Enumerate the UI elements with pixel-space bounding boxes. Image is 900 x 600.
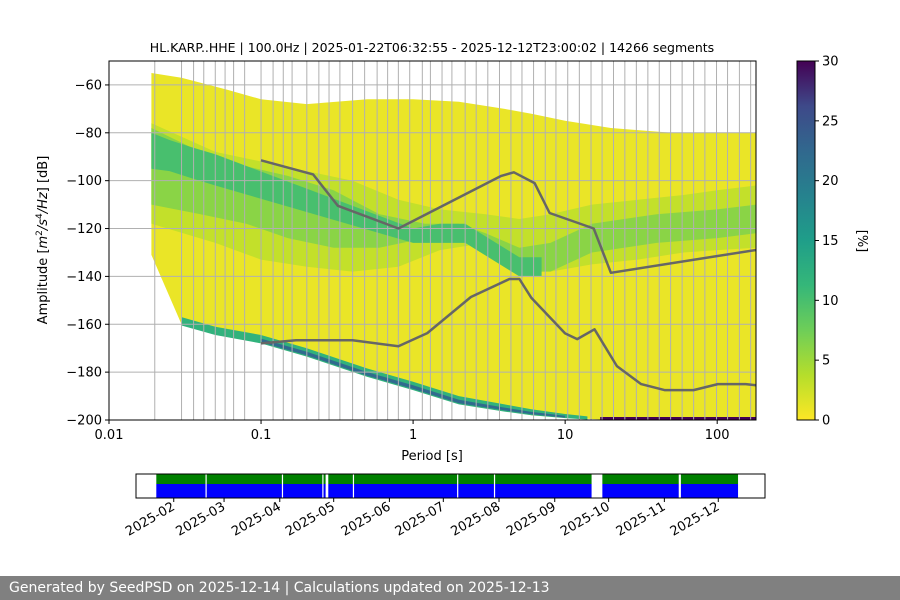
colorbar-tick-label: 20 <box>822 174 839 189</box>
x-tick-label: 1 <box>409 428 417 443</box>
period-grid-lines <box>154 61 752 420</box>
colorbar-tick-label: 10 <box>822 294 839 309</box>
timeline-month-label: 2025-11 <box>614 499 669 539</box>
density-floor <box>600 417 756 420</box>
timeline-frame <box>135 473 766 499</box>
chart-title: HL.KARP..HHE | 100.0Hz | 2025-01-22T06:3… <box>150 40 714 55</box>
timeline-month-label: 2025-10 <box>558 499 613 539</box>
coverage-bars <box>156 474 739 498</box>
y-tick-label: −120 <box>66 222 102 237</box>
y-tick-label: −160 <box>66 318 102 333</box>
x-tick-label: 10 <box>557 428 574 443</box>
y-tick-label: −80 <box>75 126 102 141</box>
x-tick-label: 0.01 <box>95 428 124 443</box>
x-tick-label: 100 <box>705 428 730 443</box>
colorbar-tick-label: 25 <box>822 114 839 129</box>
coverage-lower <box>680 484 739 498</box>
coverage-upper <box>602 474 679 484</box>
density-band <box>151 128 756 272</box>
timeline-month-label: 2025-04 <box>229 499 284 539</box>
colorbar-tick-label: 30 <box>822 55 839 70</box>
coverage-lower <box>328 484 592 498</box>
x-axis-ticks: 0.01 0.1 1 10 100 <box>95 420 730 443</box>
timeline-month-label: 2025-12 <box>668 499 723 539</box>
colorbar-ticks: 0 5 10 15 20 25 30 <box>815 55 839 429</box>
x-tick-label: 0.1 <box>251 428 272 443</box>
y-axis-ticks: −60 −80 −100 −120 −140 −160 −180 −200 <box>66 78 109 429</box>
colorbar-gradient <box>796 60 816 421</box>
coverage-upper <box>680 474 739 484</box>
colorbar: 0 5 10 15 20 25 30 [%] <box>796 55 869 429</box>
coverage-upper <box>328 474 592 484</box>
footer-status: Generated by SeedPSD on 2025-12-14 | Cal… <box>0 576 900 600</box>
timeline-month-label: 2025-07 <box>393 499 448 539</box>
timeline-month-label: 2025-05 <box>283 499 338 539</box>
y-tick-label: −60 <box>75 78 102 93</box>
y-tick-label: −100 <box>66 174 102 189</box>
noise-model-curves <box>260 159 756 392</box>
nlnm-curve <box>260 277 756 392</box>
timeline-month-label: 2025-06 <box>339 499 394 539</box>
density-band <box>151 132 542 277</box>
y-axis-label: Amplitude [m2/s4/Hz] [dB] <box>35 156 51 325</box>
timeline-month-label: 2025-03 <box>174 499 229 539</box>
coverage-lower <box>602 484 679 498</box>
timeline-month-label: 2025-08 <box>448 499 503 539</box>
timeline-month-label: 2025-02 <box>123 499 178 539</box>
plot-frame <box>108 60 757 421</box>
x-axis-label: Period [s] <box>401 449 463 464</box>
colorbar-tick-label: 5 <box>822 354 830 369</box>
timeline-month-label: 2025-09 <box>504 499 559 539</box>
psd-plot-area: 0.01 0.1 1 10 100 −60 −80 −100 −120 −140 −160 −180… <box>66 60 757 443</box>
colorbar-tick-label: 0 <box>822 414 830 429</box>
density-heatmap <box>151 73 756 420</box>
coverage-lower <box>156 484 326 498</box>
nhnm-curve <box>260 159 756 275</box>
coverage-upper <box>156 474 326 484</box>
colorbar-label: [%] <box>854 230 869 253</box>
y-grid-lines <box>109 84 756 421</box>
y-tick-label: −180 <box>66 366 102 381</box>
y-tick-label: −200 <box>66 414 102 429</box>
colorbar-tick-label: 15 <box>822 234 839 249</box>
y-tick-label: −140 <box>66 270 102 285</box>
